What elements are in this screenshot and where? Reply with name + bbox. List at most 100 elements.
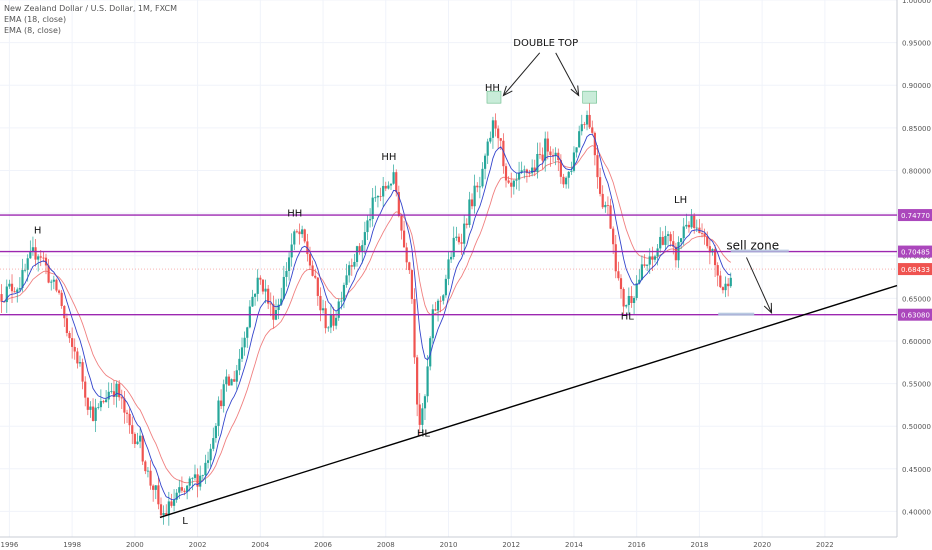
candle-body [324,308,327,329]
candle-body [596,155,599,178]
candle-body [695,227,698,229]
candle [666,231,670,246]
candle-body [515,179,518,181]
candle [29,240,32,259]
candle-body [123,398,126,413]
candle-body [601,193,604,208]
candle-body [392,172,395,184]
candle [314,269,317,280]
candle-body [363,232,366,246]
candle [450,250,453,264]
candle [635,275,638,301]
x-tick-label: 2020 [753,541,771,549]
candle-body [727,283,730,287]
candle [332,307,335,331]
chart-annotation: LH [674,195,687,206]
candle-body [120,397,123,399]
candle [402,220,406,248]
candle-body [293,231,296,245]
candle-body [400,216,403,231]
candle [167,491,170,526]
candle-body [267,288,270,304]
chart-annotation: HH [381,152,396,163]
candle [240,337,244,363]
candle-body [65,318,69,333]
candle-body [638,279,641,284]
candle [259,275,262,285]
candle-body [16,289,19,293]
candle [18,277,21,293]
candle-body [180,487,184,491]
candle [442,294,445,305]
candle-body [196,474,199,487]
candle [397,185,400,218]
chart-title: New Zealand Dollar / U.S. Dollar, 1M, FX… [4,4,177,13]
sell-zone-marker [730,249,789,253]
chart-annotation: L [182,516,188,527]
candle [358,243,361,255]
candle-body [217,400,220,426]
candle [384,181,387,192]
candle [614,235,617,279]
candle [191,477,194,491]
candle [63,305,66,327]
x-tick-label: 1998 [63,541,81,549]
candle [290,233,293,267]
candle [653,254,657,263]
chart-legend: New Zealand Dollar / U.S. Dollar, 1M, FX… [4,3,177,36]
candle-body [329,314,332,328]
x-tick-label: 2022 [816,541,834,549]
x-tick-label: 2004 [251,541,269,549]
candle [159,497,163,519]
candle-body [172,499,176,506]
candle-body [546,138,549,152]
candle-body [578,131,581,148]
candle-body [355,246,359,262]
candle [578,125,581,148]
candle [144,460,147,475]
candle [562,173,565,188]
candle [246,326,249,348]
candle-body [76,351,79,364]
candle [499,138,502,150]
candle-body [167,501,170,516]
candle-body [436,300,440,311]
candle [483,153,487,180]
candle-body [97,407,100,408]
candle-body [248,306,251,328]
candle [580,114,583,136]
candle-body [431,309,434,339]
candle [489,131,492,144]
y-tick-label: 0.80000 [902,167,931,175]
peak-highlight-box [486,90,502,104]
candle-body [238,358,241,371]
current-price-label: 0.68433 [901,266,930,274]
candle [311,260,314,277]
candle [382,177,385,207]
candle [39,250,42,267]
candle-body [178,487,181,493]
candle-body [337,301,340,318]
candle-body [476,185,479,188]
candle-body [604,204,607,208]
candle [426,355,429,403]
candle [52,275,55,290]
candle-body [402,230,406,248]
candle [470,193,474,210]
candle-body [206,460,210,463]
candle [389,183,393,191]
candle [559,154,562,184]
candle-body [413,299,416,358]
candle-body [609,205,612,229]
candle [612,226,615,255]
candle [698,219,701,234]
candle-body [664,235,667,245]
candle [217,396,220,437]
candle-body [690,215,693,228]
candle-body [112,391,116,397]
candle [138,428,142,449]
candle-body [512,180,515,187]
candle [387,181,390,190]
candle-body [408,262,411,271]
